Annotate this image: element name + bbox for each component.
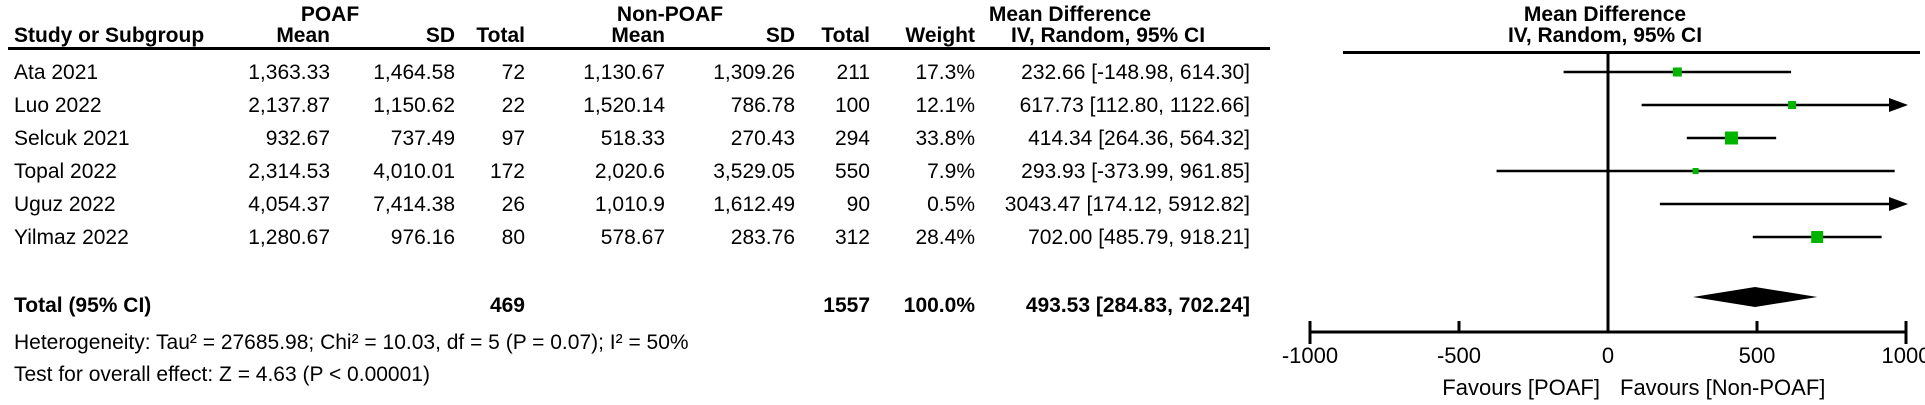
axis-tick-label: 0 (1601, 343, 1615, 368)
poaf-mean: 2,314.53 (248, 160, 330, 183)
study-marker-square (1692, 168, 1699, 174)
nonpoaf-total: 211 (836, 61, 870, 84)
weight-value: 17.3% (915, 61, 975, 84)
total-poaf-n: 469 (489, 294, 525, 317)
poaf-mean: 1,280.67 (248, 226, 330, 249)
nonpoaf-mean: 1,010.9 (594, 193, 665, 216)
poaf-mean: 2,137.87 (248, 94, 330, 117)
plot-header-rule (1343, 51, 1920, 54)
total-md-ci: 493.53 [284.83, 702.24] (1025, 294, 1250, 317)
col-header-weight: Weight (905, 24, 975, 47)
overall-effect-text: Test for overall effect: Z = 4.63 (P < 0… (14, 363, 430, 386)
nonpoaf-sd: 1,309.26 (713, 61, 795, 84)
study-marker-square (1811, 231, 1824, 243)
nonpoaf-mean: 518.33 (600, 127, 665, 150)
nonpoaf-total: 294 (834, 127, 870, 150)
group-header-mean-difference-plot: Mean Difference (1523, 3, 1687, 26)
group-header-poaf: POAF (300, 3, 360, 26)
col-header-poaf-total: Total (476, 24, 525, 47)
axis-tick-label: 1000 (1881, 343, 1925, 368)
poaf-total: 22 (501, 94, 525, 117)
study-label: Luo 2022 (14, 94, 102, 117)
nonpoaf-sd: 283.76 (730, 226, 795, 249)
nonpoaf-sd: 786.78 (730, 94, 795, 117)
axis-tick-label: -1000 (1281, 343, 1339, 368)
nonpoaf-total: 312 (834, 226, 870, 249)
poaf-total: 26 (501, 193, 525, 216)
col-header-ci-plot: IV, Random, 95% CI (1507, 24, 1703, 47)
poaf-mean: 1,363.33 (248, 61, 330, 84)
favours-left-label: Favours [POAF] (1442, 375, 1600, 400)
nonpoaf-mean: 1,520.14 (583, 94, 665, 117)
nonpoaf-total: 90 (846, 193, 870, 216)
nonpoaf-sd: 270.43 (730, 127, 795, 150)
col-header-poaf-mean: Mean (276, 24, 330, 47)
nonpoaf-sd: 1,612.49 (713, 193, 795, 216)
total-nonpoaf-n: 1557 (823, 294, 870, 317)
axis-tick-label: -500 (1436, 343, 1482, 368)
study-label: Ata 2021 (14, 61, 99, 84)
weight-value: 0.5% (927, 193, 975, 216)
poaf-total: 72 (501, 61, 525, 84)
weight-value: 7.9% (927, 160, 975, 183)
col-header-nonpoaf-total: Total (821, 24, 870, 47)
total-label: Total (95% CI) (14, 294, 152, 317)
col-header-ci-text: IV, Random, 95% CI (1010, 24, 1206, 47)
col-header-nonpoaf-mean: Mean (611, 24, 665, 47)
table-header-rule (8, 47, 1270, 50)
nonpoaf-mean: 1,130.67 (583, 61, 665, 84)
md-ci-value: 702.00 [485.79, 918.21] (1028, 226, 1250, 249)
study-label: Topal 2022 (14, 160, 117, 183)
poaf-mean: 4,054.37 (248, 193, 330, 216)
poaf-total: 97 (501, 127, 525, 150)
md-ci-value: 3043.47 [174.12, 5912.82] (1004, 193, 1250, 216)
heterogeneity-text: Heterogeneity: Tau² = 27685.98; Chi² = 1… (14, 331, 689, 354)
ci-arrow-right (1889, 197, 1908, 211)
study-label: Uguz 2022 (14, 193, 116, 216)
poaf-total: 172 (489, 160, 525, 183)
poaf-sd: 1,464.58 (373, 61, 455, 84)
study-marker-square (1672, 67, 1682, 77)
col-header-study: Study or Subgroup (14, 24, 205, 47)
total-diamond (1692, 287, 1818, 307)
col-header-nonpoaf-sd: SD (765, 24, 795, 47)
md-ci-value: 617.73 [112.80, 1122.66] (1019, 94, 1250, 117)
total-weight: 100.0% (903, 294, 975, 317)
poaf-sd: 4,010.01 (373, 160, 455, 183)
poaf-total: 80 (501, 226, 525, 249)
ci-arrow-right (1889, 98, 1908, 112)
weight-value: 33.8% (915, 127, 975, 150)
study-marker-square (1724, 131, 1738, 145)
md-ci-value: 232.66 [-148.98, 614.30] (1021, 61, 1250, 84)
nonpoaf-mean: 2,020.6 (594, 160, 665, 183)
group-header-mean-difference-text: Mean Difference (988, 3, 1152, 26)
poaf-sd: 1,150.62 (373, 94, 455, 117)
poaf-sd: 976.16 (390, 226, 455, 249)
poaf-mean: 932.67 (265, 127, 330, 150)
poaf-sd: 7,414.38 (373, 193, 455, 216)
nonpoaf-total: 100 (834, 94, 870, 117)
weight-value: 12.1% (915, 94, 975, 117)
md-ci-value: 293.93 [-373.99, 961.85] (1021, 160, 1250, 183)
study-marker-square (1788, 101, 1797, 109)
favours-right-label: Favours [Non-POAF] (1620, 375, 1826, 400)
nonpoaf-mean: 578.67 (600, 226, 665, 249)
poaf-sd: 737.49 (390, 127, 455, 150)
axis-tick-label: 500 (1738, 343, 1776, 368)
md-ci-value: 414.34 [264.36, 564.32] (1028, 127, 1250, 150)
study-label: Yilmaz 2022 (14, 226, 129, 249)
weight-value: 28.4% (915, 226, 975, 249)
group-header-non-poaf: Non-POAF (616, 3, 724, 26)
col-header-poaf-sd: SD (425, 24, 455, 47)
nonpoaf-total: 550 (834, 160, 870, 183)
study-label: Selcuk 2021 (14, 127, 130, 150)
nonpoaf-sd: 3,529.05 (713, 160, 795, 183)
